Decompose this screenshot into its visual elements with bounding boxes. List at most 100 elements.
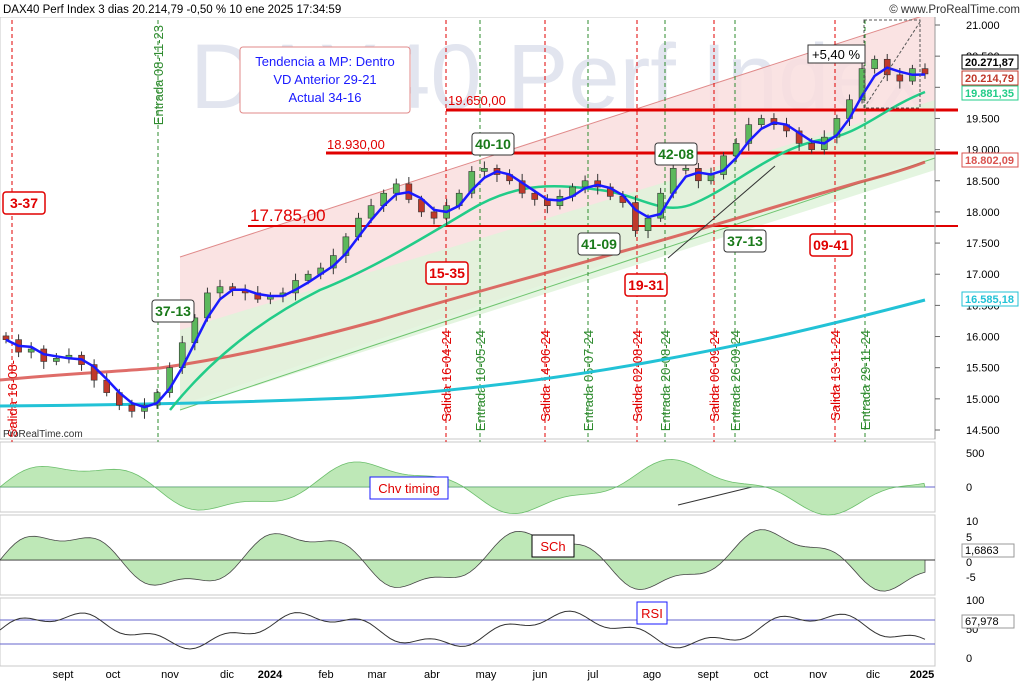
x-tick-label: feb [318,669,333,681]
candle-body [581,180,589,188]
signal-label: Entrada 20-08-24 [658,330,673,431]
sch-value: 1,6863 [965,545,999,557]
candle-body [795,130,803,144]
signal-label: Entrada 29-11-24 [858,330,873,430]
signal-label: Salida 02-08-24 [630,330,645,422]
sch-label: SCh [540,539,565,554]
signal-label: Salida 06-09-24 [707,330,722,422]
y-tick-label: 21.000 [966,20,1000,32]
percent-label-box [807,44,866,64]
chv-label-box [369,476,449,500]
sch-value-box [961,543,1015,558]
price-labels: 20.271,87 20.214,79 19.881,35 18.802,09 16.5… [961,54,1019,307]
count-label-box [151,299,195,323]
level-label-18930: 18.930,00 [327,137,385,152]
x-tick-label: jun [532,669,548,681]
x-tick-label: 2025 [910,669,934,681]
candle-body [695,168,702,182]
candle-body [2,335,10,340]
x-tick-label: sept [698,669,719,681]
candle-body [481,168,488,172]
y-tick-label: 16.000 [966,332,1000,344]
signal-label: Entrada 05-07-24 [581,330,596,431]
x-axis: sept oct nov dic 2024 feb mar abr may jun jul ago se… [53,669,935,681]
chv-label: Chv timing [378,481,439,496]
candle-body [858,68,866,101]
chv-panel-frame [0,441,936,513]
candle-body [833,118,841,138]
candle-body [758,118,765,125]
price-label-box [961,70,1019,86]
count-label: 37-13 [155,303,191,319]
candle-body [128,404,136,412]
y-tick-label: 17.000 [966,269,1000,281]
candle-body [468,171,476,194]
channel-bottom-line [179,157,936,411]
count-labels: 3-37 37-13 15-35 40-10 41-09 42-08 19-31 37-13 0… [2,132,853,323]
rsi-line [0,610,926,650]
candle-body [871,58,878,69]
indicator-panels: Chv timing5000SCh1050-51,6863RSI10050067… [0,448,1015,665]
x-tick-label: jul [586,669,598,681]
candle-body [644,217,652,231]
candle-body [90,364,98,381]
count-label: 42-08 [658,146,694,162]
chv-annotation-line [677,486,753,506]
price-label: 20.214,79 [965,73,1014,85]
price-label: 16.585,18 [965,294,1014,306]
chart-title: DAX40 Perf Index 3 dias 20.214,79 -0,50 … [3,4,341,16]
price-label: 19.881,35 [965,88,1014,100]
x-tick-label: dic [220,669,235,681]
rsi-value: 67,978 [965,616,999,628]
chv-tick: 500 [966,448,984,460]
percent-measure-box [863,19,921,109]
info-line-1: Tendencia a MP: Dentro [255,54,394,69]
count-label: 15-35 [429,265,465,281]
count-label: 41-09 [581,236,617,252]
count-label-box [577,232,621,256]
ma-long-line [0,298,926,408]
count-label-box [2,191,46,215]
signal-label: Entrada 26-09-24 [728,330,743,431]
trend-annotation-line [667,165,776,259]
candle-body [921,68,929,75]
y-tick-label: 15.500 [966,363,1000,375]
candle-body [896,74,904,82]
level-label-19650: 19.650,00 [448,93,506,108]
rsi-panel-frame [0,597,936,667]
source-label: © www.ProRealTime.com [889,4,1020,16]
count-label: 40-10 [475,136,511,152]
chv-area [0,458,926,516]
price-label: 20.271,87 [965,57,1014,69]
candle-body [732,143,740,157]
count-label-box [624,273,668,297]
x-tick-label: ago [643,669,661,681]
count-label: 37-13 [727,233,763,249]
candle-body [531,192,539,200]
x-tick-label: nov [809,669,827,681]
signal-label: Salida 16-08- [5,360,20,437]
candle-body [166,367,173,393]
price-label-box [961,54,1019,70]
percent-measure-diag [863,21,921,109]
candle-body [682,168,690,171]
header-bar [0,0,1024,17]
rsi-tick: 100 [966,595,984,607]
info-box [239,46,411,114]
signal-label: Entrada 08-11-23 [151,25,166,125]
count-label: 19-31 [628,277,664,293]
candle-body [657,192,664,219]
x-tick-label: sept [53,669,74,681]
count-label: 09-41 [813,237,849,253]
rsi-tick: 0 [966,653,972,665]
sch-area [0,529,926,592]
x-tick-label: mar [368,669,387,681]
signal-label: Salida 14-06-24 [538,330,553,422]
info-line-2: VD Anterior 29-21 [273,72,376,87]
ma-fast-line [5,66,926,409]
info-line-3: Actual 34-16 [289,90,362,105]
count-label-box [809,233,853,257]
candle-body [808,143,815,150]
